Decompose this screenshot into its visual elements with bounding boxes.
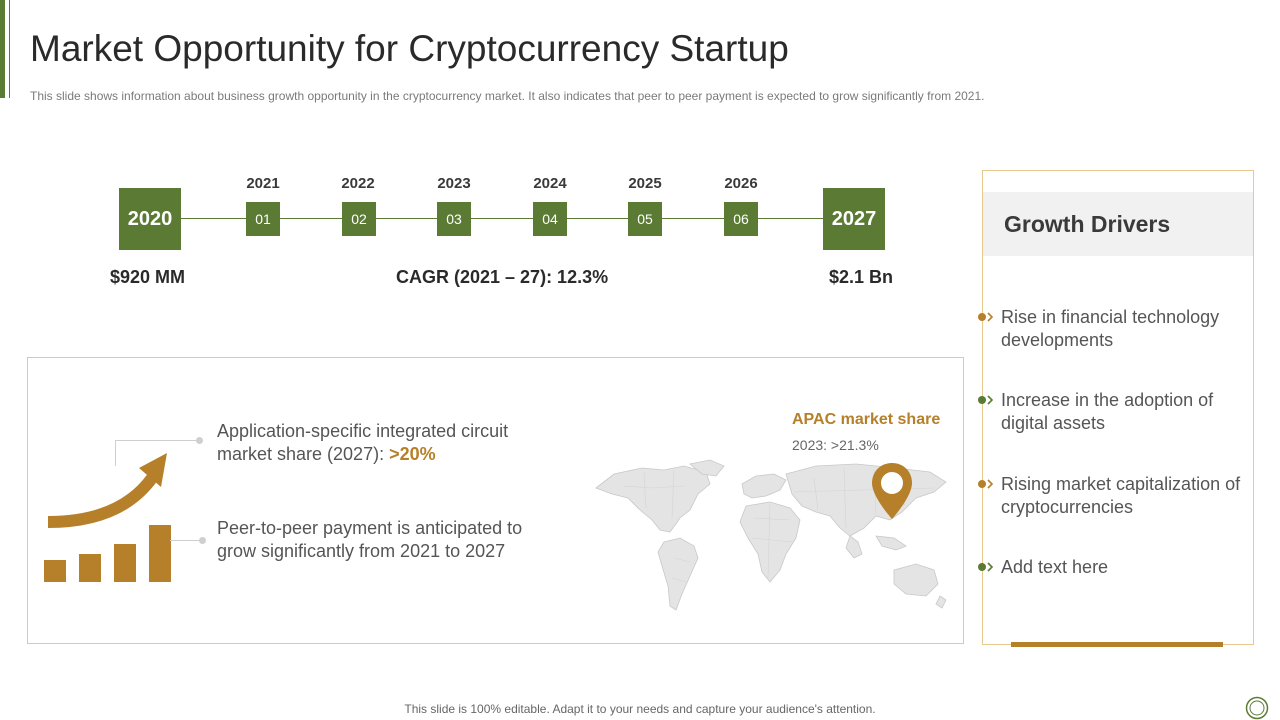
callout-connector [115, 440, 200, 441]
market-stats-panel [27, 357, 964, 644]
timeline-step: 04 [533, 202, 567, 236]
timeline-start-year: 2020 [119, 188, 181, 250]
accent-bar-thin [9, 0, 10, 98]
accent-bar [0, 0, 5, 98]
growth-drivers-title: Growth Drivers [1004, 211, 1171, 237]
timeline-step: 02 [342, 202, 376, 236]
timeline-step: 03 [437, 202, 471, 236]
timeline-year-label: 2021 [246, 175, 280, 192]
p2p-payment-text: Peer-to-peer payment is anticipated to g… [217, 518, 523, 561]
asic-market-share-text: Application-specific integrated circuit … [217, 420, 547, 466]
bullet-icon [978, 479, 994, 489]
timeline-year-label: 2026 [724, 175, 758, 192]
footer-note: This slide is 100% editable. Adapt it to… [404, 702, 876, 716]
drivers-bottom-bar [1011, 642, 1223, 647]
callout-dot [196, 437, 203, 444]
bullet-icon [978, 312, 994, 322]
bullet-icon [978, 395, 994, 405]
page-subtitle: This slide shows information about busin… [30, 89, 985, 103]
location-pin-icon [872, 463, 912, 519]
bullet-icon [978, 562, 994, 572]
growth-drivers-header [983, 192, 1253, 256]
callout-connector [170, 540, 202, 541]
timeline-end-year: 2027 [823, 188, 885, 250]
asic-text: Application-specific integrated circuit … [217, 421, 509, 464]
apac-title: APAC market share [792, 411, 941, 428]
growth-driver-item: Add text here [1001, 557, 1109, 577]
timeline-step: 06 [724, 202, 758, 236]
page-title: Market Opportunity for Cryptocurrency St… [30, 28, 789, 69]
apac-value: 2023: >21.3% [792, 437, 879, 453]
timeline-start-value: $920 MM [110, 267, 186, 287]
timeline-year-label: 2022 [341, 175, 375, 192]
timeline-year-label: 2023 [437, 175, 471, 192]
timeline-end-value: $2.1 Bn [829, 267, 894, 287]
asic-value: >20% [389, 444, 436, 464]
timeline-cagr: CAGR (2021 – 27): 12.3% [396, 267, 609, 287]
growth-chart-icon [44, 453, 171, 582]
growth-driver-item: Rise in financial technology development… [1001, 307, 1220, 350]
callout-connector [115, 440, 116, 466]
timeline-line [150, 218, 854, 219]
corner-logo-icon [1245, 696, 1269, 720]
timeline-step: 05 [628, 202, 662, 236]
callout-dot [199, 537, 206, 544]
timeline-year-label: 2024 [533, 175, 567, 192]
growth-driver-item: Increase in the adoption of digital asse… [1001, 390, 1214, 433]
timeline-step: 01 [246, 202, 280, 236]
timeline-year-label: 2025 [628, 175, 662, 192]
growth-driver-item: Rising market capitalization of cryptocu… [1001, 474, 1241, 517]
